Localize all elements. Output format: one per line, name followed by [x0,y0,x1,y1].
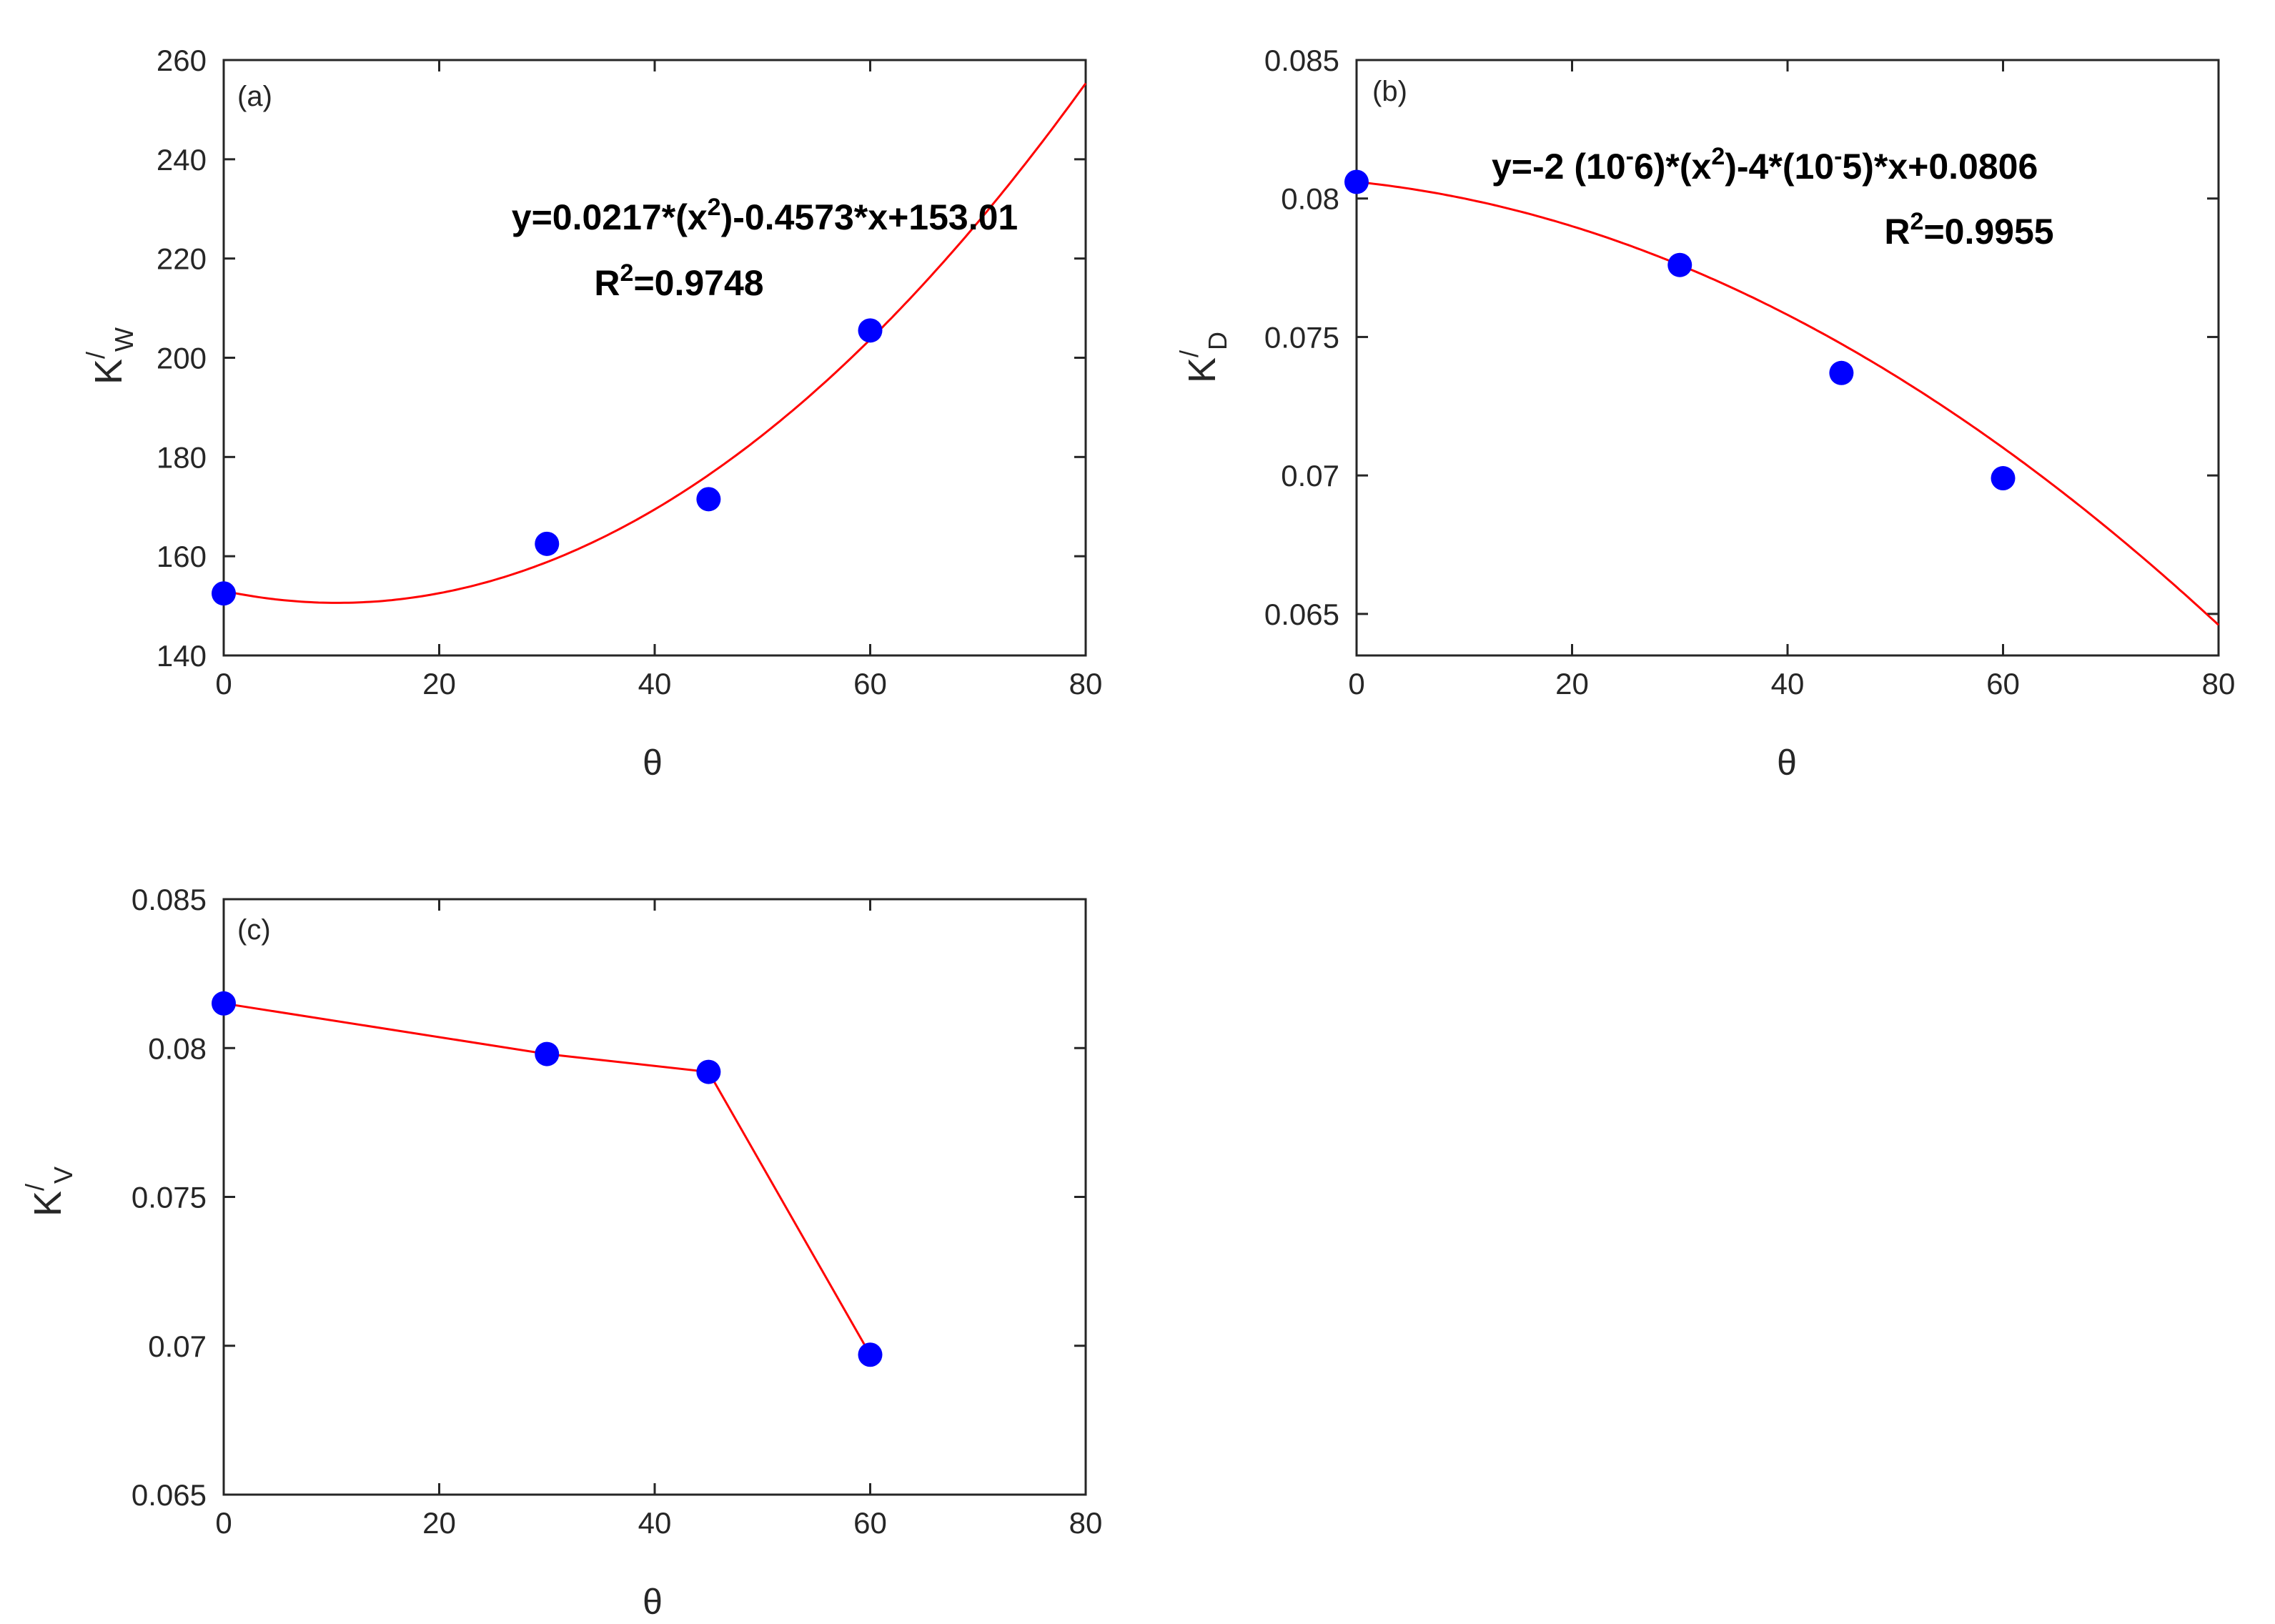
y-tick-label: 0.07 [148,1330,207,1363]
y-axis-label-c: K/V [20,1167,78,1217]
data-point [1829,360,1854,385]
panel-label-b: (b) [1372,76,1407,107]
series-group-a [212,82,1087,606]
x-tick-label: 40 [1771,667,1805,700]
y-tick-label: 0.065 [132,1478,207,1512]
plot-frame-a [222,59,1087,657]
x-tick-label: 40 [638,1506,672,1540]
y-tick-label: 220 [157,242,207,276]
x-tick-label: 60 [853,667,887,700]
x-axis-label-a: θ [643,743,663,783]
x-tick-label: 20 [422,667,456,700]
data-point [1344,169,1369,194]
y-tick-label: 260 [157,44,207,77]
fit-equation-b: y=-2 (10-6)*(x2)-4*(10-5)*x+0.0806 [1492,143,2038,187]
y-tick-label: 160 [157,540,207,573]
x-axis-label-b: θ [1777,743,1797,783]
x-tick-label: 0 [215,667,232,700]
x-tick-label: 80 [1069,1506,1103,1540]
x-tick-label: 60 [853,1506,887,1540]
y-axis-label-a: K/W [81,327,139,385]
panel-b: 0 20 40 60 80 0.065 0.07 0.075 0.08 0.085 (b) y=-… [1174,44,2235,783]
data-point [535,1041,560,1066]
x-tick-label: 40 [638,667,672,700]
plot-frame-c [222,898,1087,1496]
x-axis-label-c: θ [643,1582,663,1622]
panel-c: 0 20 40 60 80 0.065 0.07 0.075 0.08 0.085 (c) θ K… [20,883,1102,1622]
x-tick-label: 20 [422,1506,456,1540]
fit-equation-a: y=0.0217*(x2)-0.4573*x+153.01 [512,194,1018,237]
x-tick-label: 80 [1069,667,1103,700]
y-tick-label: 0.085 [132,883,207,916]
r-squared-b: R2=0.9955 [1884,208,2053,252]
x-tick-label: 80 [2202,667,2236,700]
y-tick-label: 0.085 [1264,44,1339,77]
data-point [212,991,236,1016]
y-tick-label: 180 [157,440,207,474]
data-point [696,1059,721,1084]
y-tick-label: 0.075 [132,1181,207,1214]
x-tick-label: 0 [215,1506,232,1540]
data-point [1991,466,2016,491]
y-tick-label: 0.065 [1264,598,1339,631]
fit-curve-a [223,82,1087,604]
data-point [1667,252,1692,277]
data-point [696,487,721,512]
data-point [212,581,236,606]
y-tick-label: 0.08 [148,1031,207,1065]
panel-label-c: (c) [237,914,271,946]
data-point [535,531,560,556]
r-squared-a: R2=0.9748 [594,259,763,303]
tick-group-b: 0 20 40 60 80 0.065 0.07 0.075 0.08 0.085 [1264,44,2235,700]
series-group-c [212,991,883,1367]
y-tick-label: 0.075 [1264,320,1339,354]
fit-curve-b [1356,181,2220,626]
series-group-b [1344,169,2220,626]
panel-label-a: (a) [237,81,272,112]
x-tick-label: 20 [1555,667,1589,700]
y-tick-label: 140 [157,639,207,673]
series-line-c [223,1002,871,1355]
y-tick-label: 0.08 [1281,182,1339,216]
y-tick-label: 240 [157,143,207,177]
panel-a: 0 20 40 60 80 140 160 180 200 220 240 260 (a) y=0.0… [81,44,1102,783]
tick-group-c: 0 20 40 60 80 0.065 0.07 0.075 0.08 0.085 [132,883,1102,1540]
data-point [858,318,883,343]
data-point [858,1342,883,1367]
tick-group-a: 0 20 40 60 80 140 160 180 200 220 240 260 [157,44,1102,700]
y-axis-label-b: K/D [1174,332,1232,383]
y-tick-label: 200 [157,342,207,375]
x-tick-label: 60 [1986,667,2020,700]
y-tick-label: 0.07 [1281,459,1339,492]
x-tick-label: 0 [1348,667,1364,700]
